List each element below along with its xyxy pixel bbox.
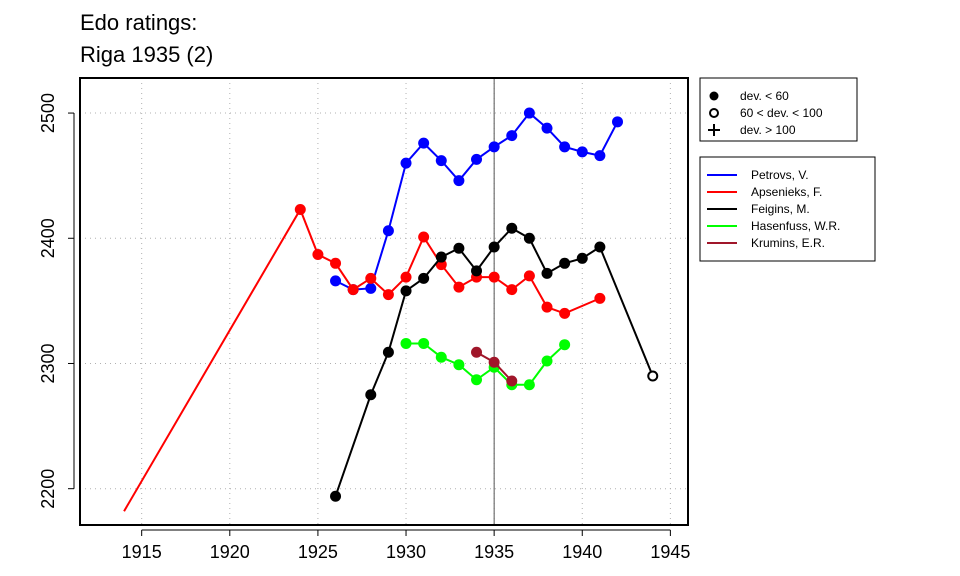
x-tick-label: 1915 bbox=[122, 542, 162, 562]
data-point-apsenieks-f bbox=[523, 270, 535, 282]
legend-label: Krumins, E.R. bbox=[751, 236, 825, 250]
x-tick-label: 1940 bbox=[562, 542, 602, 562]
data-point-apsenieks-f bbox=[594, 292, 606, 304]
data-point-krumins-e-r bbox=[471, 346, 483, 358]
data-point-hasenfuss-w-r bbox=[541, 355, 553, 367]
data-point-feigins-m bbox=[576, 252, 588, 264]
marker-legend-box bbox=[699, 77, 858, 142]
data-point-feigins-m bbox=[594, 241, 606, 253]
data-point-petrovs-v bbox=[418, 137, 430, 149]
data-point-petrovs-v bbox=[506, 130, 518, 142]
data-point-apsenieks-f bbox=[541, 301, 553, 313]
marker-legend-label: 60 < dev. < 100 bbox=[740, 106, 823, 120]
data-point-apsenieks-f bbox=[330, 257, 342, 269]
data-point-apsenieks-f bbox=[365, 272, 377, 284]
chart-title-line-2: Riga 1935 (2) bbox=[80, 42, 214, 67]
data-point-apsenieks-f bbox=[506, 284, 518, 296]
marker-legend-label: dev. < 60 bbox=[740, 89, 789, 103]
data-point-feigins-m bbox=[382, 346, 394, 358]
data-point-feigins-m bbox=[506, 222, 518, 234]
legend-label: Feigins, M. bbox=[751, 202, 810, 216]
filled-circle-icon bbox=[709, 91, 719, 101]
series-line-feigins-m bbox=[334, 226, 654, 497]
marker-legend: dev. < 60 60 < dev. < 100 dev. > 100 bbox=[699, 77, 858, 142]
open-circle-icon bbox=[709, 108, 719, 118]
legend-label: Apsenieks, F. bbox=[751, 185, 822, 199]
axes: 1915 1920 1925 1930 1935 1940 1945 2200 2300 2400… bbox=[38, 93, 690, 562]
data-point-petrovs-v bbox=[559, 141, 571, 153]
data-point-apsenieks-f bbox=[294, 203, 306, 215]
x-tick-label: 1925 bbox=[298, 542, 338, 562]
data-point-petrovs-v bbox=[612, 116, 624, 128]
series-line-hasenfuss-w-r bbox=[406, 342, 566, 386]
y-tick-label: 2300 bbox=[38, 343, 58, 383]
data-point-petrovs-v bbox=[330, 275, 342, 287]
data-point-petrovs-v bbox=[453, 175, 465, 187]
data-point-apsenieks-f bbox=[559, 307, 571, 319]
data-point-hasenfuss-w-r bbox=[471, 374, 483, 386]
series-lines bbox=[123, 107, 659, 512]
x-tick-label: 1920 bbox=[210, 542, 250, 562]
marker-legend-label: dev. > 100 bbox=[740, 123, 796, 137]
x-tick-label: 1945 bbox=[650, 542, 690, 562]
legend-label: Petrovs, V. bbox=[751, 168, 809, 182]
data-point-krumins-e-r bbox=[506, 375, 518, 387]
plot-frame bbox=[79, 77, 689, 526]
data-point-feigins-m bbox=[453, 242, 465, 254]
data-point-petrovs-v bbox=[488, 141, 500, 153]
data-point-hasenfuss-w-r bbox=[418, 337, 430, 349]
data-point-feigins-m bbox=[488, 241, 500, 253]
data-point-apsenieks-f bbox=[418, 231, 430, 243]
data-point-petrovs-v bbox=[541, 122, 553, 134]
data-point-hasenfuss-w-r bbox=[453, 359, 465, 371]
data-point-petrovs-v bbox=[382, 225, 394, 237]
data-point-feigins-m bbox=[559, 257, 571, 269]
data-point-feigins-m bbox=[541, 267, 553, 279]
data-point-petrovs-v bbox=[523, 107, 535, 119]
y-tick-label: 2500 bbox=[38, 93, 58, 133]
data-point-feigins-m bbox=[647, 370, 659, 382]
data-point-feigins-m bbox=[418, 272, 430, 284]
data-point-apsenieks-f bbox=[382, 289, 394, 301]
data-point-feigins-m bbox=[435, 251, 447, 263]
data-point-krumins-e-r bbox=[488, 356, 500, 368]
data-point-hasenfuss-w-r bbox=[559, 339, 571, 351]
data-point-apsenieks-f bbox=[453, 281, 465, 293]
series-line-petrovs-v bbox=[335, 111, 619, 291]
data-point-feigins-m bbox=[330, 490, 342, 502]
data-point-petrovs-v bbox=[594, 150, 606, 162]
data-point-apsenieks-f bbox=[347, 284, 359, 296]
series-line-apsenieks-f bbox=[123, 207, 601, 512]
data-point-hasenfuss-w-r bbox=[435, 351, 447, 363]
series-legend: Petrovs, V. Apsenieks, F. Feigins, M. Hasen… bbox=[699, 156, 876, 262]
data-point-petrovs-v bbox=[400, 157, 412, 169]
y-tick-label: 2400 bbox=[38, 218, 58, 258]
x-tick-label: 1935 bbox=[474, 542, 514, 562]
data-point-petrovs-v bbox=[576, 146, 588, 158]
data-point-apsenieks-f bbox=[400, 271, 412, 283]
data-point-petrovs-v bbox=[365, 282, 377, 294]
data-point-petrovs-v bbox=[471, 153, 483, 165]
data-point-feigins-m bbox=[400, 285, 412, 297]
x-tick-label: 1930 bbox=[386, 542, 426, 562]
data-point-apsenieks-f bbox=[488, 271, 500, 283]
data-point-hasenfuss-w-r bbox=[400, 337, 412, 349]
data-point-hasenfuss-w-r bbox=[523, 379, 535, 391]
data-point-feigins-m bbox=[523, 232, 535, 244]
data-point-feigins-m bbox=[365, 389, 377, 401]
legend-label: Hasenfuss, W.R. bbox=[751, 219, 840, 233]
chart-title-line-1: Edo ratings: bbox=[80, 10, 198, 35]
data-point-feigins-m bbox=[471, 265, 483, 277]
data-point-apsenieks-f bbox=[312, 249, 324, 261]
y-tick-label: 2200 bbox=[38, 469, 58, 509]
data-point-petrovs-v bbox=[435, 155, 447, 167]
